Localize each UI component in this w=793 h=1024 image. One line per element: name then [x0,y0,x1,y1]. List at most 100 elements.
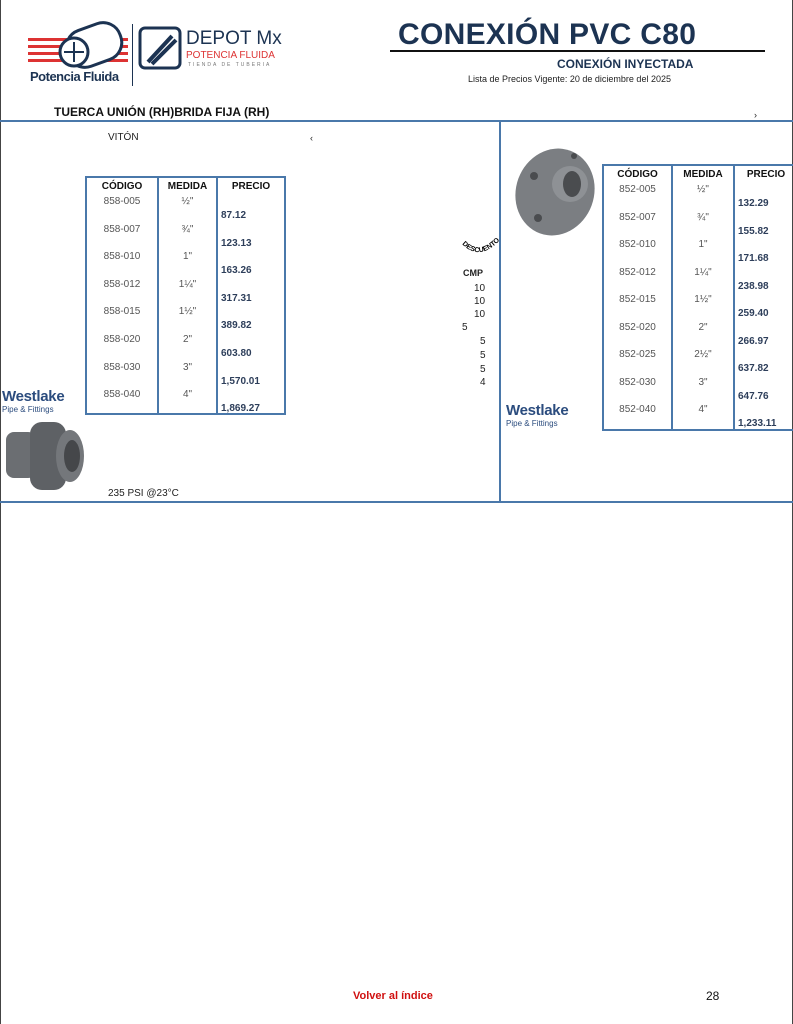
row-price: 647.76 [738,390,769,402]
row-price: 1,869.27 [221,403,260,415]
logo-left-text: Potencia Fluida [30,69,119,84]
row-size: ¾" [181,223,194,235]
row-code: 852-012 [619,266,656,278]
row-size: 1" [698,239,708,250]
logo-right-sub: POTENCIA FLUIDA [186,50,275,61]
row-code: 858-040 [103,389,141,401]
discount-value: 10 [474,283,486,294]
row-size: 3" [182,361,193,373]
row-code: 852-030 [619,376,656,388]
row-size: 1¼" [178,278,197,290]
logo-right-title: DEPOT Mx [186,28,282,49]
pipe-wrench-logo-icon [138,26,182,70]
col-header-code: CÓDIGO [617,169,658,180]
row-price: 132.29 [738,198,769,209]
row-price: 603.80 [221,348,252,359]
row-code: 852-040 [619,404,656,415]
row-code: 852-025 [619,349,656,360]
brand-name: Westlake [2,388,65,405]
row-code: 858-010 [103,251,141,263]
row-price: 163.26 [221,265,252,277]
title-rule [390,50,765,52]
material-note: VITÓN [108,132,139,143]
stray-mark: › [754,110,757,120]
row-code: 852-005 [619,184,656,195]
row-size: 2" [698,321,708,333]
pressure-rating: 235 PSI @23°C [108,488,179,499]
row-size: ¾" [697,211,709,223]
row-size: 2½" [694,349,712,360]
col-header-price: PRECIO [746,169,786,180]
bottom-rule [0,501,793,503]
stray-mark: ‹ [310,133,313,143]
row-price: 317.31 [221,292,252,304]
row-code: 858-012 [103,278,141,290]
top-rule [0,120,793,122]
row-price: 171.68 [738,253,769,264]
row-size: 3" [698,376,708,388]
col-header-price: PRECIO [231,181,271,192]
row-size: 1¼" [694,266,712,278]
svg-text:DESCUENTO: DESCUENTO [461,236,502,254]
brand-name: Westlake [506,402,569,419]
back-to-index-link[interactable]: Volver al índice [353,990,433,1002]
row-size: 1½" [178,306,197,318]
discount-value: 10 [474,296,486,307]
row-code: 858-007 [103,223,141,235]
center-divider [499,120,501,503]
page-title: CONEXIÓN PVC C80 [398,18,697,51]
page-subtitle: CONEXIÓN INYECTADA [557,57,694,71]
row-code: 852-015 [619,294,656,305]
row-code: 858-015 [103,306,141,318]
discount-header: CMP [463,268,483,278]
row-size: 1" [182,251,193,263]
row-size: ½" [697,184,709,195]
row-size: 4" [182,389,193,401]
flange-fitting-image [515,148,595,236]
discount-value: 5 [480,336,486,347]
section-title: TUERCA UNIÓN (RH)BRIDA FIJA (RH) [54,105,270,119]
logo-right-tag: TIENDA DE TUBERIA [188,62,272,68]
potencia-fluida-logo: Potencia Fluida [26,20,134,88]
price-list-date: Lista de Precios Vigente: 20 de diciembr… [468,74,671,84]
row-price: 155.82 [738,225,769,237]
row-price: 123.13 [221,237,252,249]
row-code: 858-005 [103,196,141,207]
discount-value: 4 [480,377,486,388]
row-size: ½" [181,196,194,207]
discount-value: 5 [480,364,486,375]
discount-value: 5 [462,322,468,333]
brand-sub: Pipe & Fittings [506,419,558,428]
row-price: 238.98 [738,280,769,292]
col-header-code: CÓDIGO [101,181,143,192]
row-price: 389.82 [221,320,252,332]
row-price: 1,233.11 [738,418,777,429]
westlake-logo-right: Westlake Pipe & Fittings [506,402,569,428]
row-price: 259.40 [738,308,769,319]
row-size: 1½" [694,294,712,305]
row-code: 852-007 [619,211,656,223]
discount-value: 10 [474,309,486,320]
page-number: 28 [706,989,720,1003]
row-price: 266.97 [738,335,769,347]
row-price: 87.12 [221,210,247,221]
row-code: 852-010 [619,239,656,250]
westlake-logo-left: Westlake Pipe & Fittings [2,388,65,414]
row-code: 858-020 [103,334,141,345]
left-price-table: CÓDIGO MEDIDA PRECIO 858-005 ½" 87.12 858-0… [85,176,286,415]
discount-label-curved: DESCUENTO [461,236,502,254]
discount-value: 5 [480,350,486,361]
right-price-table: CÓDIGO MEDIDA PRECIO 852-005 ½" 132.29 852-… [602,164,793,431]
brand-sub: Pipe & Fittings [2,405,54,414]
row-size: 4" [698,404,708,415]
logo-divider [132,24,133,86]
row-price: 1,570.01 [221,375,260,387]
row-price: 637.82 [738,363,769,374]
row-code: 852-020 [619,321,656,333]
discount-label: DESCUENTO [461,236,502,254]
depot-mx-logo: DEPOT Mx POTENCIA FLUIDA TIENDA DE TUBER… [138,26,282,75]
pipe-logo-icon [28,21,128,69]
col-header-size: MEDIDA [683,169,723,180]
union-fitting-image [6,422,84,490]
